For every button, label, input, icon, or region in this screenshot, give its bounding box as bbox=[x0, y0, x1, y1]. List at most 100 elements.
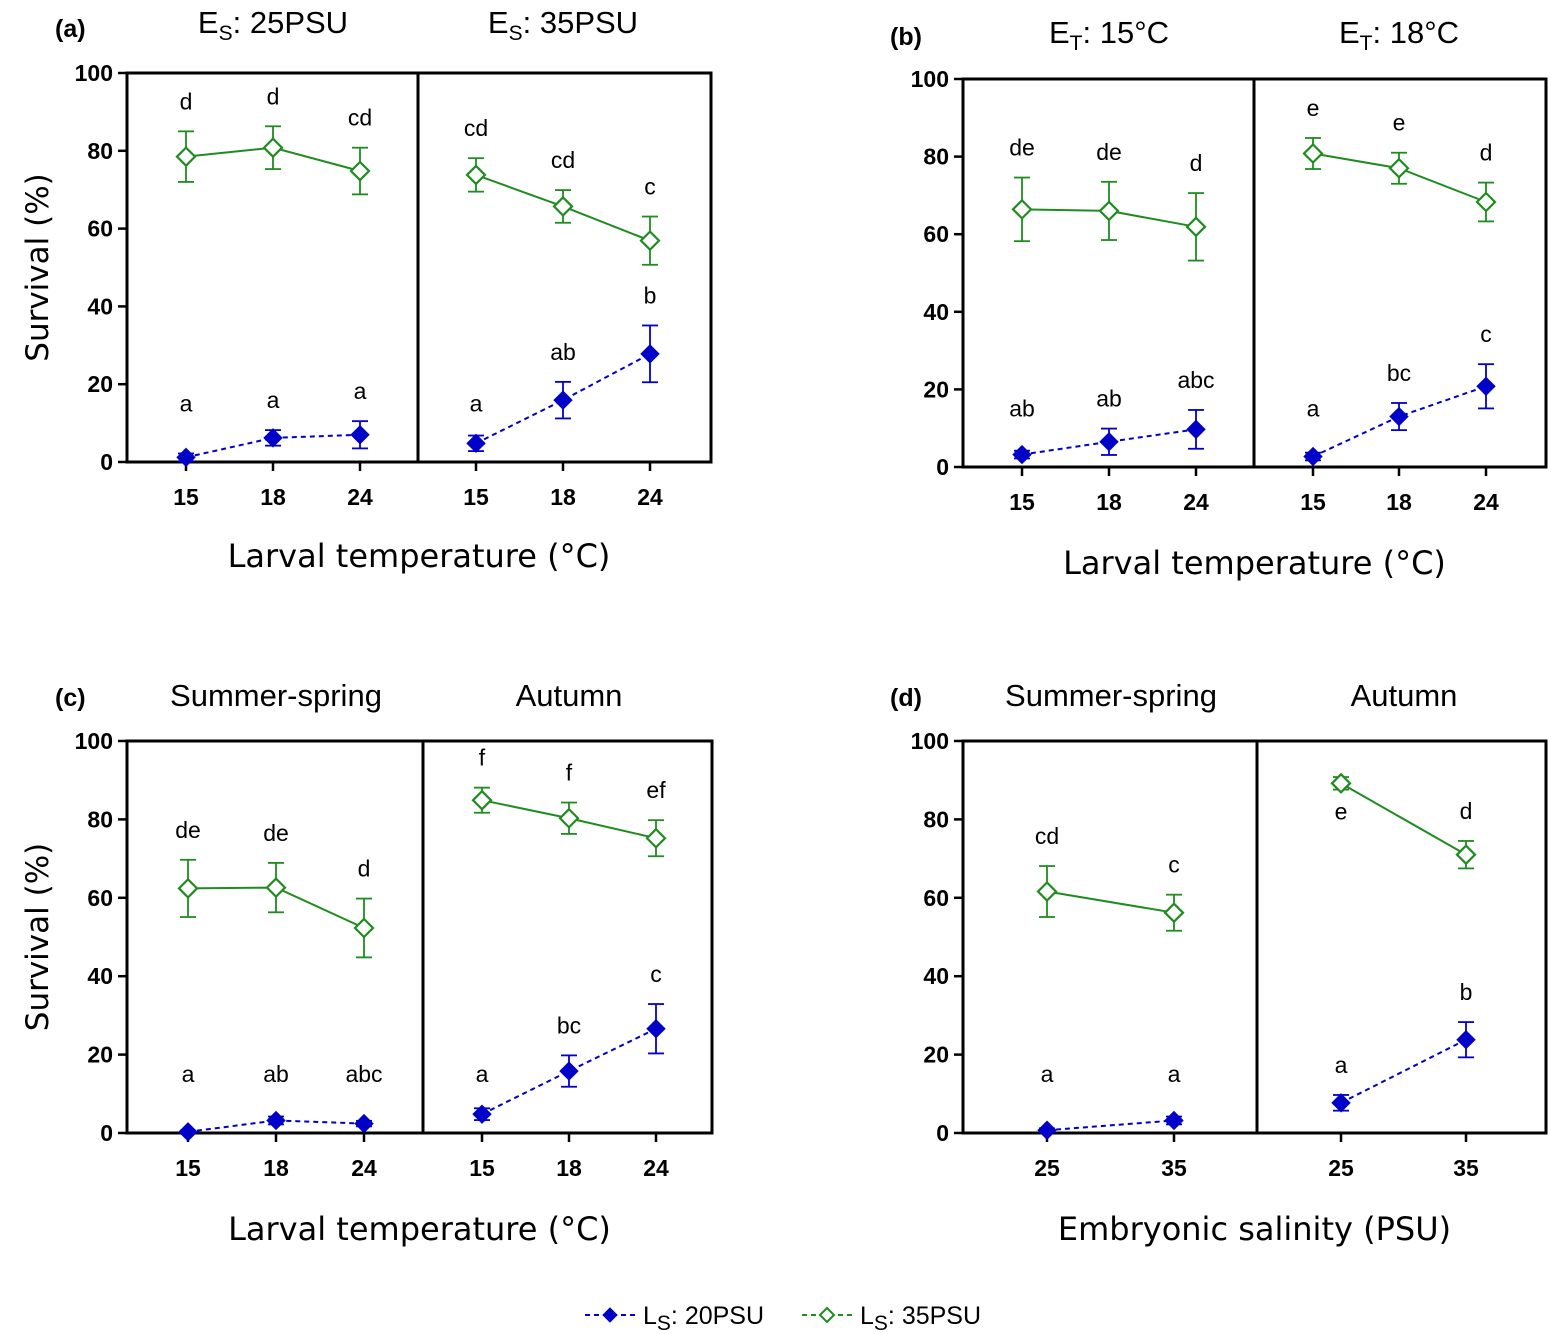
panel-c: (c) Summer-spring Autumn 0 20 40 60 80 100 Surviv… bbox=[20, 678, 714, 1248]
significance-letter: cd bbox=[464, 115, 488, 141]
significance-letter: a bbox=[354, 378, 367, 404]
y-tick-label: 0 bbox=[100, 449, 113, 475]
significance-letter: c bbox=[1480, 321, 1492, 347]
x-tick-label: 25 bbox=[1034, 1155, 1060, 1181]
significance-letter: cd bbox=[1035, 823, 1059, 849]
data-point bbox=[1099, 432, 1119, 452]
group-1: 15 18 24 d d cd a a a bbox=[173, 83, 373, 510]
data-point bbox=[558, 807, 580, 829]
x-tick-label: 18 bbox=[556, 1155, 582, 1181]
data-point bbox=[265, 877, 287, 899]
x-tick-label: 15 bbox=[463, 484, 489, 510]
series-ls35: e e d bbox=[1302, 95, 1497, 223]
data-point bbox=[1302, 142, 1324, 165]
y-tick-label: 20 bbox=[923, 376, 949, 402]
x-tick-label: 25 bbox=[1328, 1155, 1354, 1181]
panel-a: (a) ES: 25PSU ES: 35PSU 0 20 40 60 80 100 Surviva… bbox=[20, 5, 713, 575]
panel-label: (d) bbox=[890, 684, 922, 712]
legend-label: LS: 35PSU bbox=[860, 1302, 981, 1334]
significance-letter: a bbox=[267, 387, 280, 413]
y-tick-label: 100 bbox=[911, 728, 949, 754]
group-title: Autumn bbox=[1351, 678, 1458, 713]
significance-letter: de bbox=[263, 820, 289, 846]
data-point bbox=[1475, 191, 1497, 213]
significance-letter: a bbox=[1307, 396, 1320, 422]
plot-frame bbox=[125, 739, 714, 1135]
significance-letter: d bbox=[1480, 140, 1493, 166]
x-tick-label: 18 bbox=[1096, 489, 1122, 515]
data-point bbox=[646, 1019, 666, 1039]
significance-letter: de bbox=[175, 817, 201, 843]
significance-letter: a bbox=[470, 390, 483, 416]
data-point bbox=[639, 230, 661, 252]
group-title: Autumn bbox=[516, 678, 623, 713]
significance-letter: a bbox=[1168, 1061, 1181, 1087]
group-title: Summer-spring bbox=[170, 678, 382, 713]
x-tick-label: 15 bbox=[1009, 489, 1035, 515]
data-point bbox=[1456, 1029, 1476, 1050]
significance-letter: c bbox=[650, 961, 662, 987]
y-tick-label: 40 bbox=[923, 963, 949, 989]
data-point bbox=[1098, 200, 1120, 222]
x-tick-label: 35 bbox=[1453, 1155, 1479, 1181]
series-ls20: a ab b bbox=[466, 282, 660, 454]
data-point bbox=[353, 917, 375, 939]
significance-letter: c bbox=[644, 174, 656, 200]
significance-letter: a bbox=[1335, 1052, 1348, 1078]
data-point bbox=[1164, 1110, 1184, 1131]
series-line bbox=[1046, 1119, 1175, 1132]
data-point bbox=[1011, 198, 1033, 220]
x-tick-label: 24 bbox=[1183, 489, 1209, 515]
group-1: 15 18 24 de de d a ab abc bbox=[175, 817, 382, 1181]
data-point bbox=[1012, 444, 1032, 465]
data-point bbox=[640, 344, 660, 364]
data-point bbox=[1388, 157, 1410, 179]
significance-letter: a bbox=[180, 390, 193, 416]
data-point bbox=[472, 1104, 492, 1124]
data-point bbox=[466, 433, 486, 454]
data-point bbox=[350, 425, 370, 445]
x-tick-label: 24 bbox=[347, 484, 373, 510]
significance-letter: abc bbox=[1177, 367, 1214, 393]
series-ls20: ab bbox=[1331, 979, 1476, 1113]
y-tick-label: 60 bbox=[87, 216, 113, 242]
significance-letter: bc bbox=[1387, 360, 1411, 386]
y-tick-label: 20 bbox=[87, 1042, 113, 1068]
data-point bbox=[1389, 406, 1409, 427]
series-ls35: cd c bbox=[1035, 823, 1185, 932]
data-point bbox=[1455, 844, 1477, 866]
data-point bbox=[175, 146, 197, 168]
data-point bbox=[1185, 216, 1207, 238]
x-axis-label: Embryonic salinity (PSU) bbox=[1058, 1210, 1451, 1248]
plot-frame bbox=[961, 739, 1548, 1135]
data-point bbox=[1037, 1120, 1057, 1140]
significance-letter: ab bbox=[263, 1061, 289, 1087]
group-title: ES: 25PSU bbox=[198, 5, 348, 45]
data-point bbox=[262, 137, 284, 159]
data-point bbox=[645, 827, 667, 849]
x-tick-label: 18 bbox=[260, 484, 286, 510]
x-tick-label: 18 bbox=[550, 484, 576, 510]
data-point bbox=[559, 1061, 579, 1081]
legend-label: LS: 20PSU bbox=[643, 1302, 764, 1334]
group-2: 15 18 24 cd cd c a ab b bbox=[463, 115, 663, 510]
significance-letter: ab bbox=[1009, 396, 1035, 422]
series-line bbox=[1340, 782, 1467, 856]
significance-letter: bc bbox=[557, 1012, 581, 1038]
data-point bbox=[552, 195, 574, 217]
data-point bbox=[465, 164, 487, 186]
group-title: Summer-spring bbox=[1005, 678, 1217, 713]
significance-letter: b bbox=[1460, 979, 1473, 1005]
series-ls35: f f ef bbox=[471, 745, 667, 858]
x-tick-label: 15 bbox=[173, 484, 199, 510]
series-ls20: a bc c bbox=[1303, 321, 1496, 467]
significance-letter: d bbox=[267, 83, 280, 109]
significance-letter: a bbox=[476, 1061, 489, 1087]
x-tick-label: 24 bbox=[1473, 489, 1499, 515]
significance-letter: d bbox=[1190, 150, 1203, 176]
y-tick-label: 40 bbox=[923, 299, 949, 325]
data-point bbox=[1330, 772, 1352, 794]
